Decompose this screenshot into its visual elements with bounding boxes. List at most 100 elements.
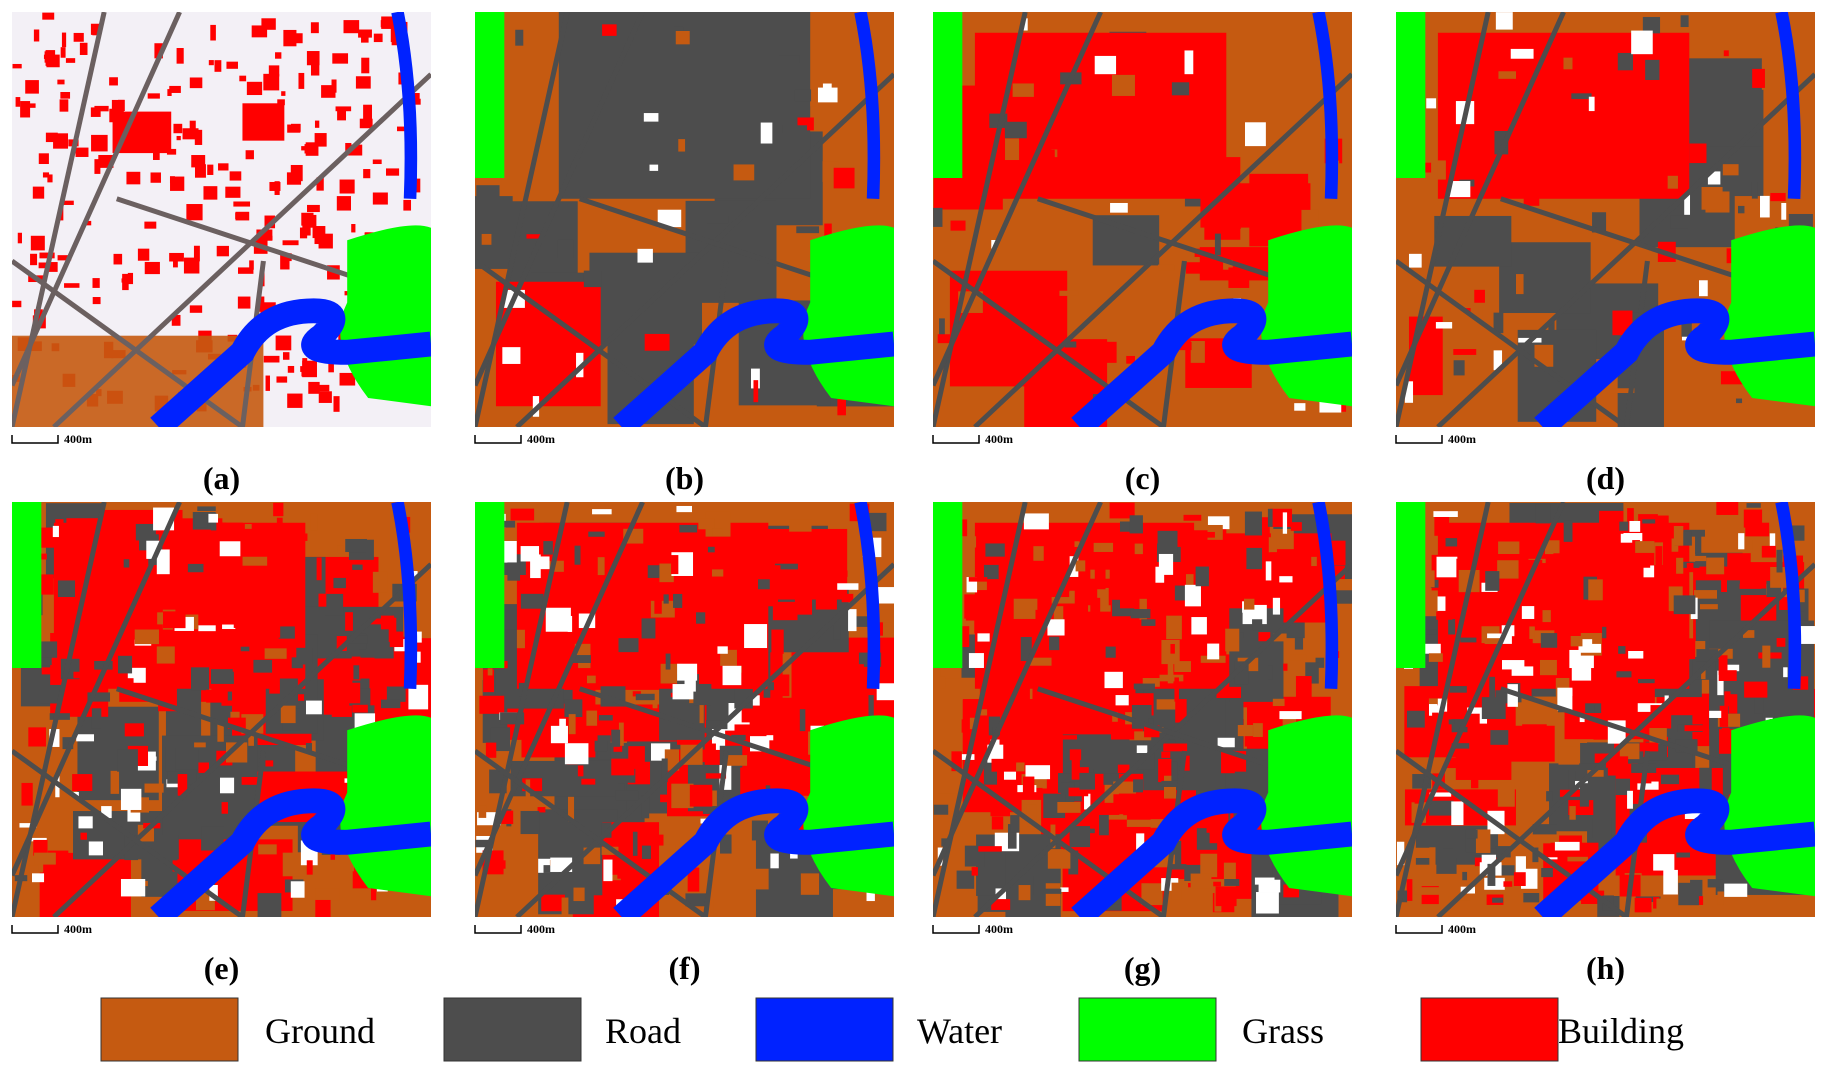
patch [205, 653, 231, 670]
building [226, 61, 238, 69]
patch [337, 545, 344, 554]
grass [475, 502, 505, 668]
river-north [1312, 12, 1339, 199]
patch [632, 667, 654, 688]
patch [1522, 724, 1547, 744]
building [355, 76, 371, 89]
patch [1126, 819, 1152, 827]
patch [94, 660, 113, 670]
patch [1253, 723, 1263, 737]
patch [750, 368, 760, 389]
building [47, 174, 53, 183]
building [111, 99, 124, 112]
building [275, 52, 282, 59]
patch [278, 626, 295, 639]
patch [49, 713, 70, 720]
patch [1244, 511, 1262, 536]
patch [1420, 629, 1437, 635]
patch [110, 770, 120, 794]
patch [720, 649, 737, 666]
patch [1294, 403, 1306, 411]
patch [1331, 540, 1346, 566]
building [63, 200, 74, 205]
patch [1069, 826, 1091, 848]
building [310, 22, 319, 34]
patch [1064, 341, 1077, 348]
building [144, 221, 157, 229]
patch [1223, 538, 1234, 560]
patch [741, 705, 767, 723]
patch [562, 593, 581, 606]
patch [758, 578, 770, 590]
patch [1588, 72, 1593, 90]
patch [1695, 536, 1702, 555]
patch [1104, 671, 1123, 689]
patch [1190, 341, 1205, 363]
patch [73, 671, 80, 679]
building [260, 302, 276, 314]
patch [198, 762, 210, 773]
building [233, 201, 251, 207]
patch [1699, 604, 1718, 610]
patch [659, 563, 674, 583]
patch [1554, 841, 1580, 851]
patch [296, 647, 313, 665]
patch [603, 859, 613, 882]
patch [712, 528, 723, 537]
patch [772, 601, 798, 621]
patch [965, 127, 974, 148]
patch [500, 712, 525, 725]
patch [197, 506, 216, 511]
patch [318, 593, 327, 607]
map-panel: 400m (h) [1395, 502, 1815, 986]
patch [481, 233, 492, 245]
patch [979, 642, 991, 662]
patch [1737, 205, 1745, 214]
patch [1215, 886, 1237, 907]
legend-label: Road [605, 1011, 681, 1051]
patch [1781, 202, 1787, 220]
river-north [854, 502, 881, 689]
patch [1273, 633, 1287, 642]
patch [1707, 879, 1724, 888]
building [316, 177, 324, 191]
patch [1523, 195, 1540, 206]
patch [315, 899, 331, 917]
building [64, 283, 80, 288]
patch [1453, 360, 1465, 376]
patch [1761, 545, 1776, 558]
patch [101, 806, 112, 819]
building [167, 89, 172, 96]
patch [586, 675, 596, 684]
building [85, 220, 92, 226]
patch [559, 718, 566, 730]
building [280, 254, 290, 270]
building [385, 168, 400, 176]
patch [848, 616, 874, 627]
building [169, 85, 181, 93]
patch [1481, 697, 1506, 720]
patch [1272, 597, 1281, 615]
building [176, 48, 184, 64]
patch [1476, 614, 1485, 622]
river [150, 298, 431, 427]
patch [177, 774, 188, 796]
patch [602, 24, 617, 36]
map-panel: 400m (a) [11, 12, 431, 496]
patch [1170, 644, 1175, 654]
patch [1412, 750, 1433, 756]
patch [1615, 660, 1638, 671]
patch [611, 729, 621, 747]
patch [1513, 128, 1536, 141]
building [237, 296, 251, 309]
patch [1214, 233, 1221, 256]
patch [744, 624, 768, 649]
patch [1191, 617, 1207, 635]
building [193, 245, 200, 262]
patch [1243, 598, 1255, 610]
patch [1458, 757, 1482, 770]
patch [1573, 845, 1594, 853]
building [290, 123, 301, 132]
patch [800, 873, 820, 895]
patch [1616, 671, 1632, 678]
